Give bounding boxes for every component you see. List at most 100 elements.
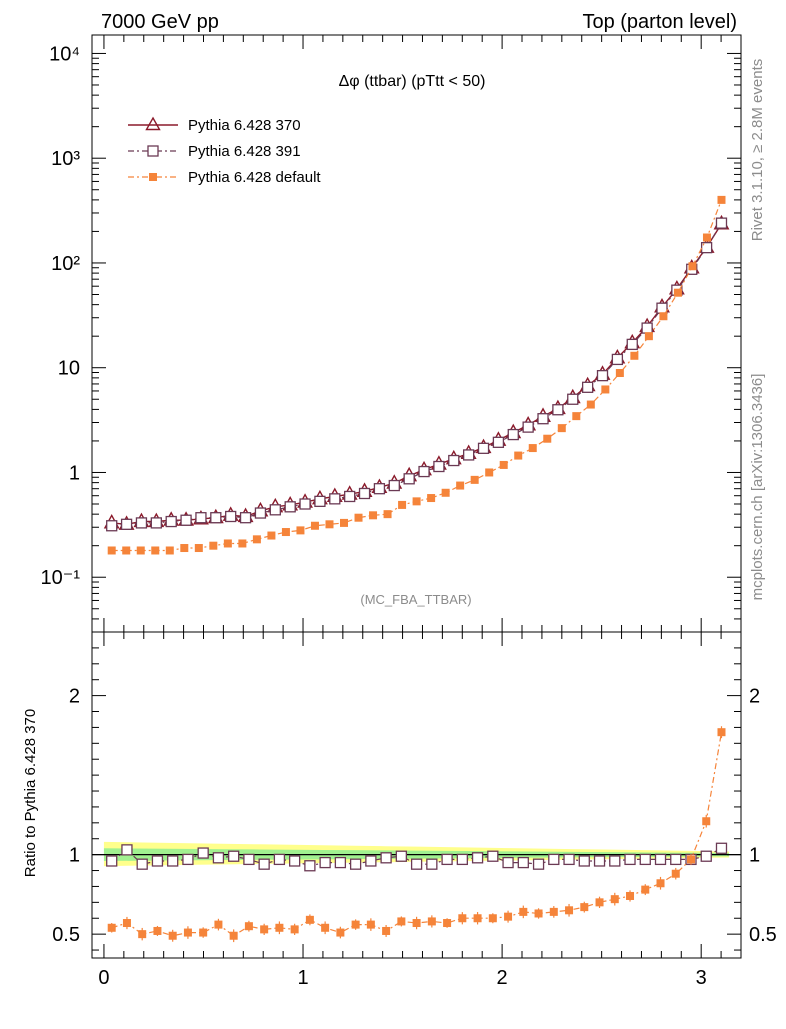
ratio-y-tick-label: 1 [69,845,80,867]
main-series-2-marker [456,481,465,490]
ratio-series-1-marker [654,853,667,866]
main-series-1-marker [611,353,624,366]
ratio-series-1-marker [167,855,179,867]
main-series-1-marker [195,512,207,524]
x-tick-label: 3 [696,967,707,989]
main-series-1-marker [329,493,341,505]
main-series-2-marker [412,497,421,506]
ratio-series-1-marker [304,860,316,872]
legend-label-default: Pythia 6.428 default [188,169,321,186]
x-tick-label: 2 [497,967,508,989]
main-series-2-marker [470,475,479,484]
main-plot-watermark: (MC_FBA_TTBAR) [360,592,471,607]
main-series-2-marker [325,520,334,529]
ratio-series-2-marker [488,914,497,923]
main-series-1-marker [299,498,311,510]
x-tick-label: 0 [98,967,109,989]
legend-marker-default [149,173,157,181]
main-series-1-marker [373,483,386,495]
ratio-series-2-marker [260,925,269,934]
legend-label-391: Pythia 6.428 391 [188,143,301,160]
main-series-2-marker [310,521,319,530]
ratio-series-1-marker [548,853,560,866]
main-series-2-marker [441,488,450,497]
main-series-1-marker [641,322,653,334]
ratio-series-1-marker [578,855,590,867]
main-series-2-marker [543,434,552,443]
main-series-2-marker [194,544,203,553]
main-series-2-marker [615,369,624,378]
ratio-series-1-marker [121,844,133,856]
main-series-2-marker [136,546,145,555]
main-series-1-marker [135,517,148,529]
legend-entry-370: Pythia 6.428 370 [128,116,301,134]
main-series-2-marker [673,288,682,297]
main-series-1-marker [120,518,133,530]
ratio-series-1-marker [532,858,545,870]
ratio-series-2-marker [626,891,635,900]
ratio-series-1-marker [487,850,499,862]
main-series-2-marker [107,546,116,555]
main-series-2-marker [702,233,711,242]
main-axis-ticks: 10⁴ 10³ 10² 10 1 10⁻¹ [41,35,741,633]
main-y-tick-label: 1 [69,462,80,484]
ratio-y-tick-label: 2 [69,686,80,708]
ratio-series-2-marker [229,931,238,940]
main-series-2-marker [572,412,581,421]
ratio-series-2-marker [458,914,467,923]
ratio-series-1-marker [380,852,392,864]
ratio-series-1-marker [182,853,194,866]
main-series-2-marker [688,262,697,271]
main-series-1-marker [552,404,564,416]
ratio-series-2-marker [702,817,711,826]
ratio-series-2-marker [656,879,665,888]
ratio-series-1-marker [410,858,423,870]
main-series-1-marker [715,217,728,229]
ratio-series-2-marker [321,923,330,932]
ratio-series-2-marker [671,869,680,878]
ratio-series-2-marker [412,919,421,928]
main-y-tick-label: 10² [51,253,80,275]
rivet-version-label: Rivet 3.1.10, ≥ 2.8M events [749,59,766,242]
main-series-1-marker [180,514,192,526]
main-series-1-marker [626,338,638,351]
ratio-y-tick-label-right: 0.5 [749,924,777,946]
ratio-series-2-marker [305,915,314,924]
legend-label-370: Pythia 6.428 370 [188,117,301,134]
ratio-series-2-marker [122,919,131,928]
main-series-2-marker [398,500,407,509]
main-series-1-marker [314,495,326,508]
ratio-series-2-marker [580,903,589,912]
main-series-1-marker [150,517,162,529]
main-series-2-marker [267,531,276,540]
ratio-series-1-marker [715,842,728,854]
ratio-series-1-marker [273,853,286,866]
ratio-series-1-marker [670,853,682,866]
main-series-1-marker [492,436,505,448]
main-series-2-marker [340,518,349,527]
mcplots-label: mcplots.cern.ch [arXiv:1306.3436] [749,374,766,601]
ratio-series-2-line [111,732,723,937]
main-series-2-marker [281,528,290,537]
main-series-1-marker [581,381,594,393]
main-series-2-marker [485,468,494,477]
main-y-tick-label: 10⁻¹ [41,567,81,589]
ratio-series-1-marker [502,856,514,869]
ratio-axis-ticks: 0 1 2 3 2 2 1 1 0.5 0.5 [52,631,777,989]
ratio-series-1-marker [593,855,606,867]
main-series-2-marker [659,312,668,321]
ratio-series-1-marker [288,855,301,867]
ratio-series-2-marker [275,923,284,932]
ratio-series-2-marker [382,926,391,935]
main-series-1-marker [522,421,534,433]
main-series-1-marker [700,242,713,254]
main-y-tick-label: 10 [58,358,80,380]
ratio-series-2-marker [641,885,650,894]
main-series-2-marker [644,332,653,341]
main-series-2-marker [630,351,639,360]
main-series-1-marker [448,454,460,467]
ratio-series-1-marker [243,853,255,866]
main-series-2-marker [499,460,508,469]
